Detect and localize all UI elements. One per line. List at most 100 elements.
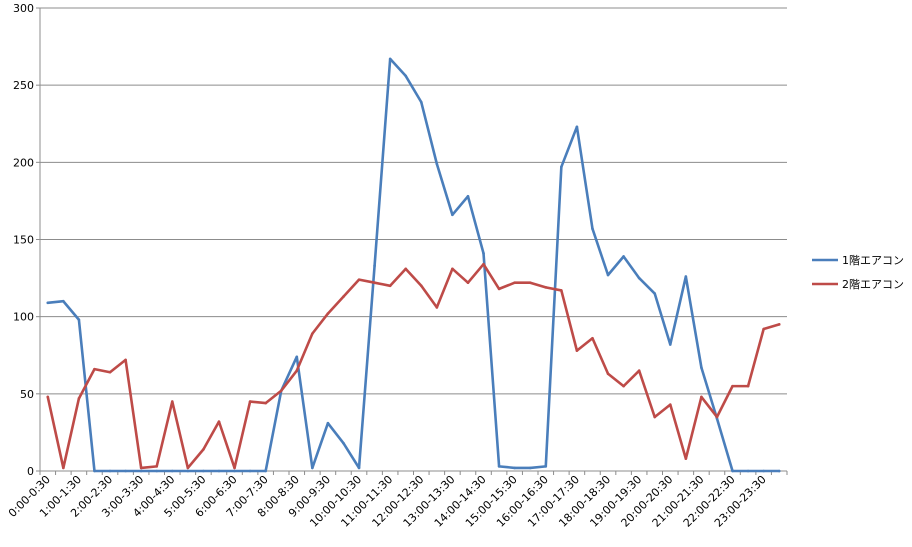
data-point xyxy=(451,213,454,217)
data-point xyxy=(170,400,174,403)
data-point xyxy=(217,420,221,423)
data-point xyxy=(637,369,641,372)
data-point xyxy=(482,252,485,255)
data-point xyxy=(186,469,190,473)
data-point xyxy=(622,255,625,258)
y-tick-label: 250 xyxy=(13,79,34,92)
data-point xyxy=(560,165,563,169)
data-point xyxy=(544,286,548,289)
data-point xyxy=(77,318,81,322)
data-point xyxy=(777,323,781,326)
data-point xyxy=(357,466,361,470)
data-point xyxy=(62,299,65,303)
data-point xyxy=(575,349,579,352)
x-tick-labels: 0:00-0:301:00-1:302:00-2:303:00-3:304:00… xyxy=(6,473,769,530)
data-point xyxy=(388,57,392,61)
data-point xyxy=(731,469,734,473)
data-point xyxy=(700,395,703,399)
data-point xyxy=(326,312,330,315)
data-point xyxy=(668,403,672,406)
data-point xyxy=(653,415,657,419)
y-tick-label: 150 xyxy=(13,234,34,247)
data-point xyxy=(497,287,501,291)
data-point xyxy=(108,370,112,374)
data-point xyxy=(528,466,532,470)
data-point xyxy=(326,421,330,425)
data-point xyxy=(155,469,159,473)
data-point xyxy=(62,466,65,470)
data-point xyxy=(466,281,470,285)
data-point xyxy=(419,100,423,104)
data-point xyxy=(311,466,314,470)
data-point xyxy=(528,281,532,285)
data-point xyxy=(591,227,594,230)
data-point xyxy=(684,275,688,278)
data-point xyxy=(404,267,408,271)
data-point xyxy=(264,469,267,473)
data-point xyxy=(373,264,376,268)
data-point xyxy=(124,358,127,362)
y-tick-label: 50 xyxy=(20,388,34,401)
y-tick-labels: 0 50 100 150 200 250 300 xyxy=(13,2,34,478)
series-line-2 xyxy=(46,262,781,470)
data-point xyxy=(606,372,610,376)
data-point xyxy=(186,466,190,470)
gridlines xyxy=(40,7,787,395)
data-point xyxy=(404,74,408,78)
data-point xyxy=(466,194,470,198)
data-point xyxy=(668,343,672,346)
data-point xyxy=(388,284,392,288)
data-point xyxy=(606,273,610,277)
data-point xyxy=(731,384,734,388)
y-tick-label: 200 xyxy=(13,156,34,169)
data-point xyxy=(77,397,81,400)
data-point xyxy=(311,332,314,335)
data-point xyxy=(108,469,112,473)
data-point xyxy=(513,466,516,470)
data-point xyxy=(46,395,50,399)
data-point xyxy=(419,284,423,288)
data-point xyxy=(684,457,688,460)
data-point xyxy=(435,162,439,166)
data-point xyxy=(700,366,703,369)
axes xyxy=(36,7,788,475)
data-point xyxy=(93,367,96,371)
data-point xyxy=(715,415,719,419)
data-point xyxy=(653,292,657,295)
data-point xyxy=(217,469,221,473)
data-point xyxy=(497,465,501,468)
data-point xyxy=(451,267,454,271)
data-point xyxy=(155,465,159,468)
data-point xyxy=(93,469,96,473)
data-point xyxy=(139,469,143,473)
data-point xyxy=(46,301,50,305)
data-point xyxy=(762,327,765,331)
data-point xyxy=(342,441,345,445)
y-tick-label: 0 xyxy=(27,465,34,478)
data-point xyxy=(373,281,376,285)
legend-label: 1階エアコン xyxy=(842,253,904,267)
data-point xyxy=(279,389,283,393)
data-point xyxy=(591,336,594,340)
data-point xyxy=(575,125,579,129)
data-point xyxy=(233,469,236,473)
legend: 1階エアコン 2階エアコン xyxy=(812,253,904,291)
data-point xyxy=(746,469,750,473)
data-point xyxy=(202,448,205,451)
data-point xyxy=(124,469,127,473)
legend-label: 2階エアコン xyxy=(842,277,904,291)
data-point xyxy=(622,384,625,388)
y-tick-label: 100 xyxy=(13,311,34,324)
data-point xyxy=(139,466,143,470)
data-point xyxy=(762,469,765,473)
data-point xyxy=(777,469,781,473)
data-point xyxy=(248,469,252,473)
data-point xyxy=(357,278,361,281)
data-point xyxy=(560,289,563,292)
data-point xyxy=(637,276,641,280)
data-point xyxy=(170,469,174,473)
data-point xyxy=(513,281,516,285)
series-lines xyxy=(46,57,781,473)
